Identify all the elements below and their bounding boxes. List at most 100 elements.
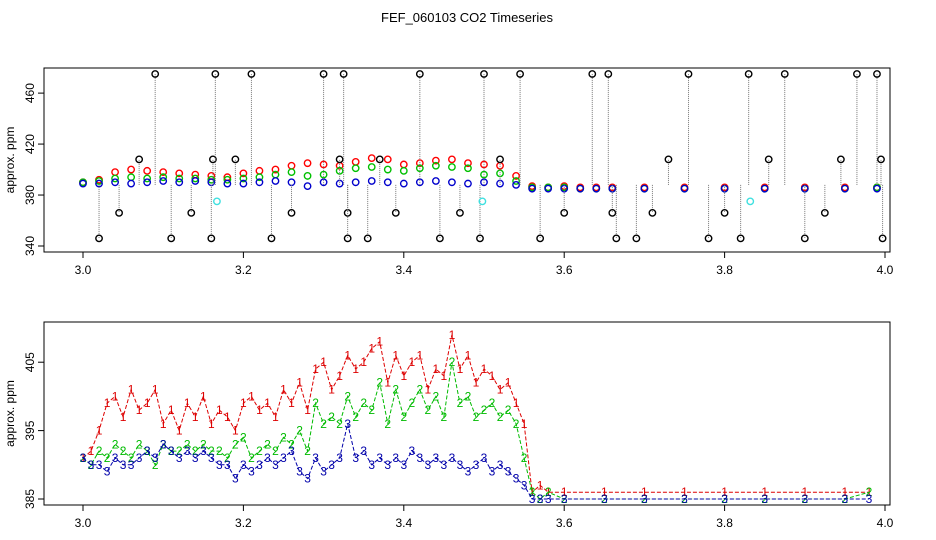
x-tick-label: 3.4 bbox=[395, 516, 412, 530]
data-point bbox=[383, 155, 392, 164]
data-marker: 3 bbox=[449, 451, 456, 465]
data-marker: 3 bbox=[152, 451, 159, 465]
data-marker: 2 bbox=[96, 444, 103, 458]
data-marker: 1 bbox=[376, 335, 383, 349]
plot-frame bbox=[43, 321, 891, 506]
data-point bbox=[351, 164, 360, 173]
data-marker: 3 bbox=[368, 458, 375, 472]
data-point bbox=[720, 208, 729, 217]
data-marker: 2 bbox=[761, 492, 768, 506]
data-point bbox=[255, 173, 264, 182]
data-point bbox=[187, 208, 196, 217]
data-marker: 2 bbox=[280, 430, 287, 444]
data-point bbox=[560, 208, 569, 217]
data-marker: 1 bbox=[842, 485, 849, 499]
x-tick-label: 3.6 bbox=[556, 263, 573, 277]
data-point bbox=[383, 165, 392, 174]
data-marker: 3 bbox=[416, 451, 423, 465]
data-marker: 1 bbox=[224, 410, 231, 424]
data-marker: 1 bbox=[328, 383, 335, 397]
data-marker: 2 bbox=[360, 396, 367, 410]
data-point bbox=[496, 169, 504, 178]
data-marker: 1 bbox=[641, 485, 648, 499]
data-marker: 1 bbox=[497, 383, 504, 397]
data-point bbox=[367, 163, 376, 171]
data-marker: 3 bbox=[384, 458, 391, 472]
data-marker: 3 bbox=[441, 458, 448, 472]
data-point bbox=[399, 160, 408, 169]
data-point bbox=[640, 184, 649, 193]
data-marker: 2 bbox=[866, 485, 873, 499]
data-point bbox=[528, 184, 537, 193]
data-point bbox=[576, 184, 585, 193]
data-marker: 1 bbox=[216, 403, 223, 417]
x-tick-label: 4.0 bbox=[877, 263, 894, 277]
data-marker: 3 bbox=[264, 451, 271, 465]
data-point bbox=[247, 70, 256, 78]
data-marker: 3 bbox=[224, 458, 231, 472]
data-point bbox=[111, 174, 119, 183]
data-point bbox=[746, 197, 755, 206]
data-marker: 3 bbox=[320, 465, 327, 479]
data-point bbox=[287, 178, 296, 187]
data-marker: 1 bbox=[104, 396, 111, 410]
data-marker: 3 bbox=[176, 451, 183, 465]
data-point bbox=[512, 180, 520, 189]
top-panel: 3.0 3.2 3.4 3.6 3.8 4.0 340 380 420 460 approx. pp… bbox=[3, 67, 894, 277]
data-point bbox=[287, 168, 296, 177]
data-marker: 3 bbox=[200, 444, 207, 458]
data-marker: 2 bbox=[112, 437, 119, 451]
data-marker: 1 bbox=[256, 403, 263, 417]
data-marker: 2 bbox=[400, 410, 407, 424]
data-point bbox=[127, 173, 136, 182]
data-marker: 1 bbox=[601, 485, 608, 499]
data-marker: 3 bbox=[465, 465, 472, 479]
data-point bbox=[478, 197, 487, 206]
data-marker: 1 bbox=[801, 485, 808, 499]
data-point bbox=[95, 234, 103, 243]
data-point bbox=[335, 179, 344, 188]
data-point bbox=[303, 172, 312, 180]
data-marker: 2 bbox=[344, 389, 351, 403]
data-point bbox=[95, 179, 103, 188]
data-point bbox=[604, 70, 613, 78]
data-marker: 2 bbox=[521, 451, 528, 465]
data-marker: 3 bbox=[248, 465, 255, 479]
data-point bbox=[780, 70, 789, 78]
data-marker: 1 bbox=[336, 369, 343, 383]
data-marker: 1 bbox=[481, 362, 488, 376]
data-marker: 2 bbox=[641, 492, 648, 506]
data-marker: 1 bbox=[232, 424, 239, 438]
data-point bbox=[255, 166, 264, 175]
data-point bbox=[383, 178, 392, 187]
data-point bbox=[167, 234, 176, 243]
data-marker: 1 bbox=[320, 355, 327, 369]
data-marker: 1 bbox=[304, 403, 311, 417]
data-marker: 3 bbox=[425, 458, 432, 472]
series-4 bbox=[213, 197, 755, 206]
data-marker: 2 bbox=[152, 458, 159, 472]
data-marker: 3 bbox=[272, 458, 279, 472]
data-marker: 2 bbox=[433, 389, 440, 403]
data-marker: 2 bbox=[240, 430, 247, 444]
series-3 bbox=[95, 70, 887, 243]
data-point bbox=[151, 70, 160, 78]
figure-title: FEF_060103 CO2 Timeseries bbox=[381, 10, 553, 25]
data-marker: 3 bbox=[208, 451, 215, 465]
data-point bbox=[431, 156, 440, 165]
y-tick-label: 380 bbox=[23, 185, 37, 205]
data-point bbox=[175, 169, 184, 178]
data-marker: 1 bbox=[128, 383, 135, 397]
data-marker: 3 bbox=[232, 471, 239, 485]
data-point bbox=[209, 155, 217, 164]
data-marker: 1 bbox=[513, 396, 520, 410]
data-marker: 2 bbox=[208, 444, 215, 458]
data-point bbox=[592, 184, 601, 193]
data-marker: 2 bbox=[465, 389, 472, 403]
data-point bbox=[239, 174, 248, 183]
data-marker: 2 bbox=[328, 410, 335, 424]
data-marker: 3 bbox=[400, 458, 407, 472]
data-marker: 1 bbox=[136, 403, 143, 417]
data-marker: 3 bbox=[136, 451, 143, 465]
